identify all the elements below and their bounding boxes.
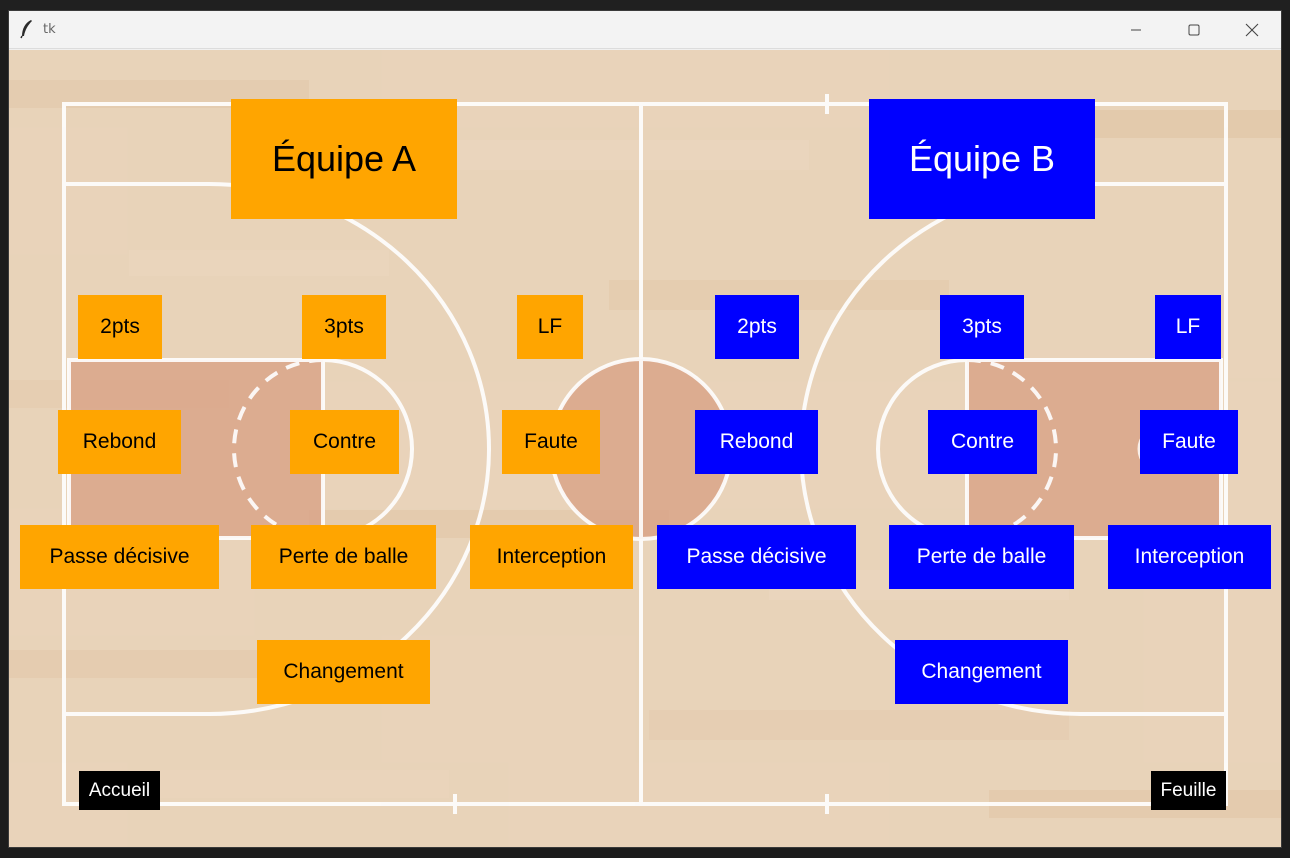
team-b-lf-button[interactable]: LF	[1155, 295, 1221, 359]
team-b-foul-button[interactable]: Faute	[1140, 410, 1238, 474]
minimize-button[interactable]	[1107, 11, 1165, 49]
close-button[interactable]	[1223, 11, 1281, 49]
minimize-icon	[1130, 24, 1142, 36]
court-canvas: Équipe A 2pts 3pts LF Rebond Contre Faut…	[9, 50, 1281, 847]
window-title: tk	[43, 22, 56, 37]
team-b-turnover-button[interactable]: Perte de balle	[889, 525, 1074, 589]
feather-icon	[19, 19, 35, 39]
team-a-3pts-button[interactable]: 3pts	[302, 295, 386, 359]
team-a-block-button[interactable]: Contre	[290, 410, 399, 474]
desktop-background-bottom	[0, 848, 1290, 858]
home-button[interactable]: Accueil	[79, 771, 160, 810]
team-a-2pts-button[interactable]: 2pts	[78, 295, 162, 359]
sheet-button[interactable]: Feuille	[1151, 771, 1226, 810]
team-b-block-button[interactable]: Contre	[928, 410, 1037, 474]
app-window: tk	[8, 10, 1282, 848]
desktop-background-top	[0, 0, 1290, 10]
title-bar[interactable]: tk	[9, 11, 1281, 49]
team-a-substitution-button[interactable]: Changement	[257, 640, 430, 704]
maximize-button[interactable]	[1165, 11, 1223, 49]
team-b-substitution-button[interactable]: Changement	[895, 640, 1068, 704]
team-b-rebound-button[interactable]: Rebond	[695, 410, 818, 474]
team-a-title[interactable]: Équipe A	[231, 99, 457, 219]
team-b-steal-button[interactable]: Interception	[1108, 525, 1271, 589]
team-a-turnover-button[interactable]: Perte de balle	[251, 525, 436, 589]
team-a-rebound-button[interactable]: Rebond	[58, 410, 181, 474]
close-icon	[1245, 23, 1259, 37]
team-b-assist-button[interactable]: Passe décisive	[657, 525, 856, 589]
team-a-foul-button[interactable]: Faute	[502, 410, 600, 474]
maximize-icon	[1188, 24, 1200, 36]
team-a-lf-button[interactable]: LF	[517, 295, 583, 359]
team-a-steal-button[interactable]: Interception	[470, 525, 633, 589]
team-b-3pts-button[interactable]: 3pts	[940, 295, 1024, 359]
team-a-assist-button[interactable]: Passe décisive	[20, 525, 219, 589]
team-b-title[interactable]: Équipe B	[869, 99, 1095, 219]
team-b-2pts-button[interactable]: 2pts	[715, 295, 799, 359]
